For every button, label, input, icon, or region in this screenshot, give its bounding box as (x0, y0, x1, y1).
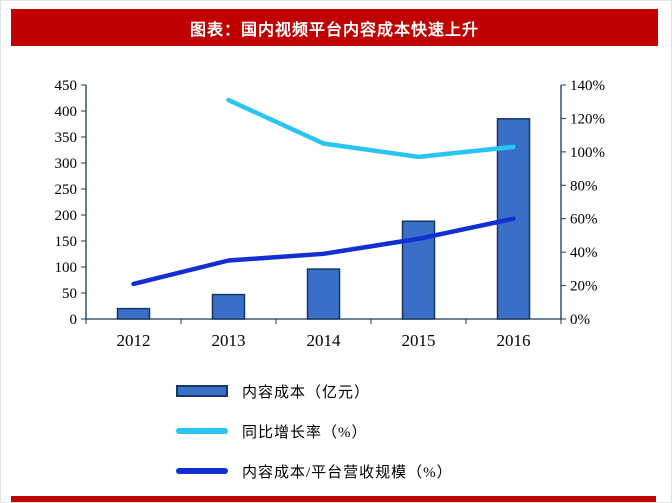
svg-text:2014: 2014 (307, 331, 342, 350)
bar-series-legend-marker (176, 385, 228, 397)
svg-text:80%: 80% (570, 178, 598, 194)
svg-text:2015: 2015 (402, 331, 436, 350)
svg-text:140%: 140% (570, 78, 605, 94)
legend-item-yoy-growth: 同比增长率（%） (176, 417, 453, 445)
legend-label: 同比增长率（%） (242, 424, 368, 441)
svg-text:300: 300 (55, 156, 78, 172)
svg-text:400: 400 (55, 104, 78, 120)
legend-item-cost-revenue-ratio: 内容成本/平台营收规模（%） (176, 457, 453, 485)
svg-text:40%: 40% (570, 245, 598, 261)
legend-label: 内容成本/平台营收规模（%） (242, 464, 453, 481)
svg-text:0: 0 (70, 312, 78, 328)
combo-chart: 0 50 100 150 200 250 300 350 400 450 0% 20% 40% 60% 80… (55, 78, 606, 350)
svg-text:100%: 100% (570, 145, 605, 161)
svg-text:100: 100 (55, 260, 78, 276)
svg-text:60%: 60% (570, 212, 598, 228)
svg-text:50: 50 (62, 286, 77, 302)
svg-text:2012: 2012 (117, 331, 151, 350)
svg-text:250: 250 (55, 182, 78, 198)
cyan-line-legend-marker (176, 428, 228, 434)
chart-legend: 内容成本（亿元） 同比增长率（%） 内容成本/平台营收规模（%） (176, 377, 453, 497)
svg-text:120%: 120% (570, 111, 605, 127)
svg-text:450: 450 (55, 78, 78, 94)
chart-area: 0 50 100 150 200 250 300 350 400 450 0% 20% 40% 60% 80… (9, 59, 665, 361)
svg-text:200: 200 (55, 208, 78, 224)
svg-text:2016: 2016 (497, 331, 531, 350)
chart-title-bar: 图表：国内视频平台内容成本快速上升 (11, 9, 658, 46)
svg-text:150: 150 (55, 234, 78, 250)
svg-text:2013: 2013 (212, 331, 246, 350)
chart-title: 图表：国内视频平台内容成本快速上升 (189, 21, 479, 39)
legend-item-content-cost: 内容成本（亿元） (176, 377, 453, 405)
legend-label: 内容成本（亿元） (242, 384, 371, 401)
blue-line-legend-marker (176, 468, 228, 474)
svg-text:350: 350 (55, 130, 78, 146)
svg-text:0%: 0% (570, 312, 590, 328)
svg-text:20%: 20% (570, 279, 598, 295)
footer-accent-bar (11, 496, 656, 502)
